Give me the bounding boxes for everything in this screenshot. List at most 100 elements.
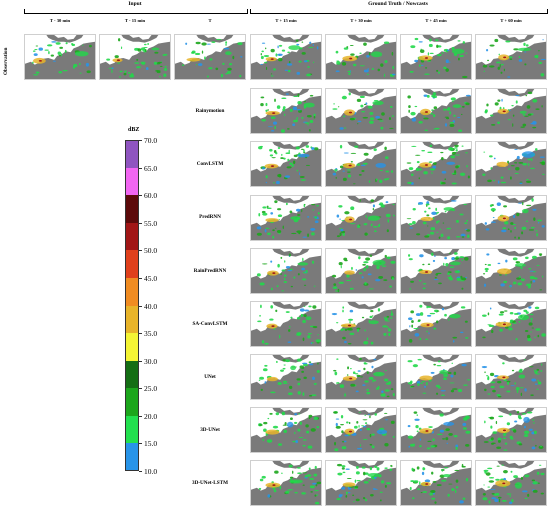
radar-map — [476, 355, 546, 399]
england-coast — [272, 89, 310, 97]
radar-map — [401, 196, 471, 240]
colorbar-tick-mark — [139, 195, 142, 197]
nowcast-panel — [400, 407, 472, 453]
radar-map — [401, 35, 471, 79]
colorbar-segment — [125, 250, 139, 279]
colorbar-tick-label: 35.0 — [144, 329, 158, 339]
radar-map — [326, 249, 396, 293]
radar-map — [251, 302, 321, 346]
column-label-t-30: T - 30 min — [49, 18, 71, 23]
nowcast-panel — [325, 248, 397, 294]
row-label-rainpredrnn: RainPredRNN — [193, 268, 227, 274]
radar-map — [476, 89, 546, 133]
england-coast — [347, 302, 385, 310]
colorbar-tick-label: 60.0 — [144, 191, 158, 201]
radar-map — [100, 35, 170, 79]
colorbar-segment — [125, 305, 139, 334]
radar-map — [251, 461, 321, 505]
england-coast — [121, 35, 159, 43]
colorbar-tick-mark — [139, 222, 142, 224]
france-land — [326, 467, 396, 505]
england-coast — [497, 196, 535, 204]
england-coast — [347, 89, 385, 97]
column-label-t-15: T - 15 min — [124, 18, 146, 23]
nowcast-panel — [325, 407, 397, 453]
radar-map — [326, 35, 396, 79]
nowcast-panel — [325, 141, 397, 187]
nowcast-panel — [250, 460, 322, 506]
nowcast-panel — [250, 141, 322, 187]
colorbar-tick-mark — [139, 277, 142, 279]
column-label-t+60: T + 60 min — [500, 18, 522, 23]
colorbar-tick-mark — [139, 360, 142, 362]
france-land — [401, 467, 471, 505]
england-coast — [497, 302, 535, 310]
output-group-label: Ground Truth / Nowcasts — [368, 1, 428, 7]
radar-map — [326, 89, 396, 133]
radar-map — [175, 35, 245, 79]
england-coast — [272, 302, 310, 310]
france-land — [326, 202, 396, 240]
france-land — [326, 414, 396, 452]
observation-panel — [400, 34, 472, 80]
england-coast — [497, 355, 535, 363]
england-coast — [196, 35, 234, 43]
england-coast — [347, 249, 385, 257]
england-coast — [497, 461, 535, 469]
nowcast-panel — [475, 301, 547, 347]
radar-map — [326, 408, 396, 452]
nowcast-panel — [400, 248, 472, 294]
radar-map — [251, 89, 321, 133]
observation-panel — [250, 34, 322, 80]
nowcast-panel — [250, 88, 322, 134]
radar-map — [326, 302, 396, 346]
colorbar-segment — [125, 140, 139, 169]
france-land — [476, 95, 546, 133]
colorbar-segment — [125, 443, 139, 472]
england-coast — [347, 142, 385, 150]
colorbar-tick-label: 55.0 — [144, 218, 158, 228]
england-coast — [422, 461, 460, 469]
nowcast-panel — [475, 407, 547, 453]
colorbar-segment — [125, 277, 139, 306]
observation-panel — [24, 34, 96, 80]
england-coast — [347, 35, 385, 43]
england-coast — [46, 35, 84, 43]
england-coast — [347, 196, 385, 204]
nowcast-panel — [250, 354, 322, 400]
nowcast-panel — [325, 301, 397, 347]
colorbar-tick-label: 20.0 — [144, 411, 158, 421]
nowcast-panel — [475, 460, 547, 506]
column-label-t+30: T + 30 min — [350, 18, 372, 23]
france-land — [251, 361, 321, 399]
row-label-rainymotion: Rainymotion — [195, 108, 225, 114]
colorbar-tick-label: 10.0 — [144, 467, 158, 476]
nowcast-panel — [475, 354, 547, 400]
nowcast-panel — [400, 354, 472, 400]
radar-map — [326, 196, 396, 240]
colorbar-segment — [125, 415, 139, 444]
colorbar-segment — [125, 222, 139, 251]
france-land — [326, 148, 396, 186]
england-coast — [497, 89, 535, 97]
nowcast-panel — [475, 248, 547, 294]
france-land — [251, 308, 321, 346]
radar-map — [401, 142, 471, 186]
france-land — [476, 41, 546, 79]
row-label-unet: UNet — [204, 374, 216, 380]
row-label-predrnn: PredRNN — [199, 214, 221, 220]
colorbar-tick-mark — [139, 167, 142, 169]
nowcast-panel — [325, 88, 397, 134]
france-land — [326, 308, 396, 346]
nowcast-panel — [250, 407, 322, 453]
row-label-3d-unet: 3D-UNet — [200, 427, 220, 433]
colorbar-tick-mark — [139, 333, 142, 335]
france-land — [476, 361, 546, 399]
france-land — [476, 202, 546, 240]
radar-map — [326, 355, 396, 399]
radar-map — [251, 408, 321, 452]
colorbar-segment — [125, 195, 139, 224]
colorbar-tick-label: 70.0 — [144, 136, 158, 145]
colorbar-tick-mark — [139, 388, 142, 390]
radar-map — [401, 249, 471, 293]
